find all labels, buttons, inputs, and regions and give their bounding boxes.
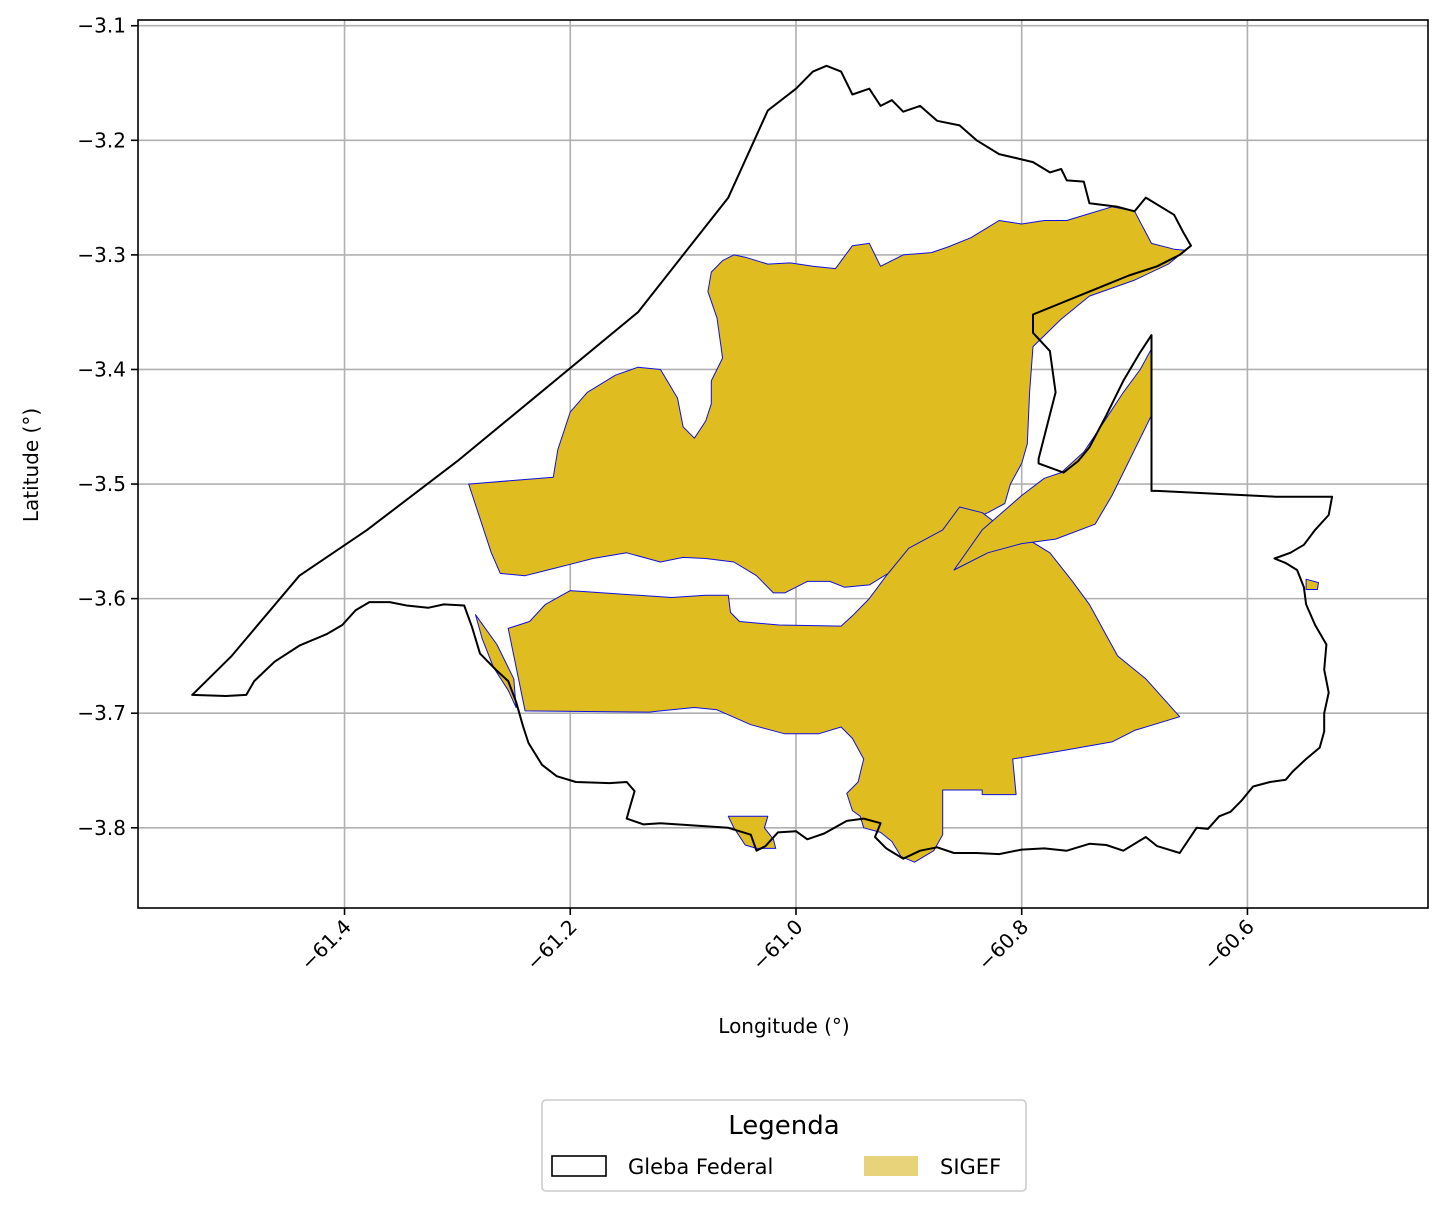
legend-label-gleba-federal: Gleba Federal [628,1155,773,1179]
gleba-federal-layer [191,64,1334,860]
x-axis-label: Longitude (°) [718,1014,849,1038]
y-tick-label: −3.1 [77,14,126,38]
y-tick-label: −3.5 [77,472,126,496]
sigef-parcel [727,815,777,849]
sigef-layer [468,206,1319,863]
y-axis-label: Latitude (°) [19,408,43,522]
sigef-parcel [468,206,1186,594]
legend-swatch-gleba-federal [551,1155,607,1177]
axes-frame [137,19,1429,909]
gleba-federal-boundary [191,64,1334,860]
y-tick-label: −3.7 [77,701,126,725]
sigef-parcel [475,614,517,708]
sigef-parcel [507,506,1181,863]
legend-label-sigef: SIGEF [940,1155,1001,1179]
y-tick-label: −3.2 [77,128,126,152]
legend-title: Legenda [728,1111,839,1141]
y-tick-label: −3.6 [77,587,126,611]
sigef-parcel [1305,578,1319,590]
legend: Legenda Gleba Federal SIGEF [541,1099,1027,1192]
y-tick-label: −3.4 [77,357,126,381]
y-axis-ticks: −3.1 −3.2 −3.3 −3.4 −3.5 −3.6 −3.7 −3.8 [77,14,138,840]
legend-swatch-sigef [864,1156,918,1176]
y-tick-label: −3.3 [77,243,126,267]
y-tick-label: −3.8 [77,816,126,840]
